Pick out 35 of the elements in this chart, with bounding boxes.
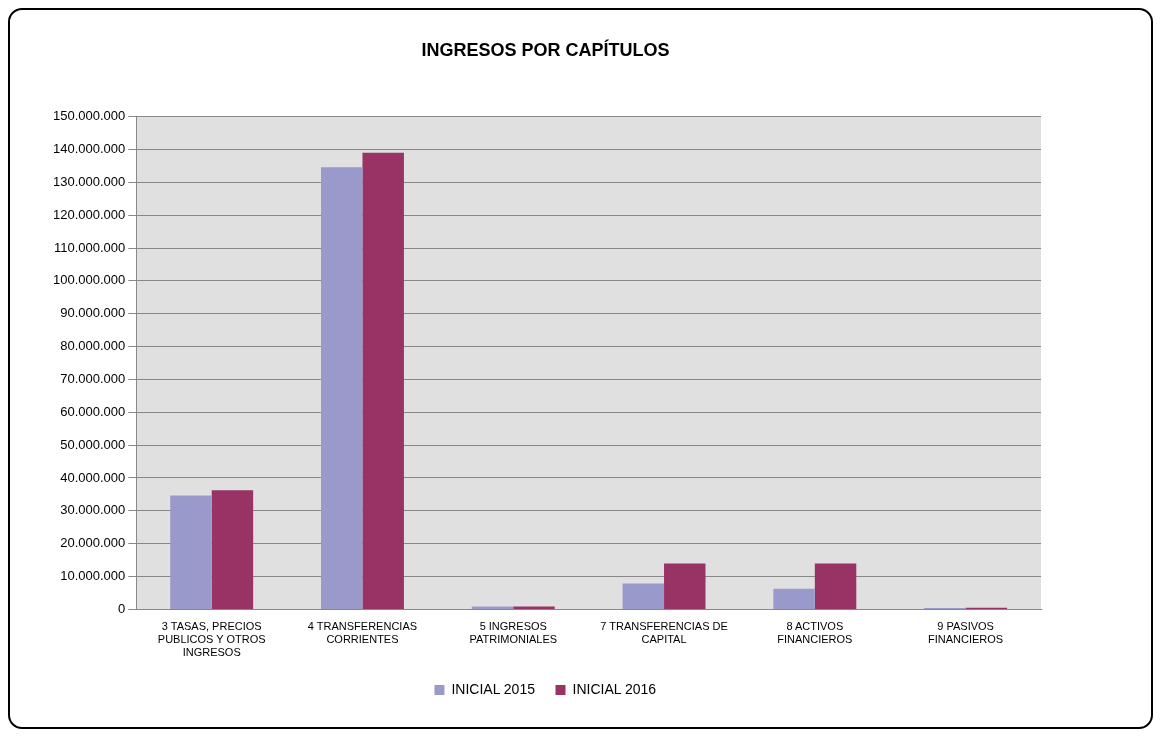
bar xyxy=(773,588,815,609)
x-tick-label: 9 PASIVOS FINANCIEROS xyxy=(928,620,1004,646)
y-tick-label: 50.000.000 xyxy=(60,436,126,452)
bar xyxy=(814,563,857,609)
y-tick-label: 120.000.000 xyxy=(53,206,126,222)
y-tick-label: 70.000.000 xyxy=(60,371,126,386)
y-tick-label: 60.000.000 xyxy=(60,403,126,419)
x-tick-label: 5 INGRESOS PATRIMONIALES xyxy=(469,620,558,646)
bar xyxy=(664,563,706,609)
y-tick-label: 30.000.000 xyxy=(60,502,126,518)
bar xyxy=(211,490,254,609)
y-tick-label: 90.000.000 xyxy=(60,305,126,321)
x-tick-label: 4 TRANSFERENCIAS CORRIENTES xyxy=(307,620,418,646)
bar xyxy=(321,167,363,609)
y-tick-label: 130.000.000 xyxy=(53,173,126,189)
y-tick-label: 100.000.000 xyxy=(53,272,126,288)
y-tick-label: 140.000.000 xyxy=(53,141,126,157)
bar xyxy=(362,152,404,609)
legend-label: INICIAL 2016 xyxy=(572,680,657,697)
x-tick-label: 7 TRANSFERENCIAS DE CAPITAL xyxy=(600,620,728,646)
chart-title: INGRESOS POR CAPÍTULOS xyxy=(421,38,670,60)
bar xyxy=(170,495,212,609)
y-tick-label: 20.000.000 xyxy=(60,535,126,551)
y-tick-label: 80.000.000 xyxy=(60,338,126,354)
x-tick-label: 8 ACTIVOS FINANCIEROS xyxy=(777,620,853,646)
bar xyxy=(622,583,665,609)
y-tick-label: 150.000.000 xyxy=(53,108,126,124)
legend-label: INICIAL 2015 xyxy=(451,680,536,697)
bar xyxy=(471,606,514,609)
x-tick-label: 3 TASAS, PRECIOS PUBLICOS Y OTROS INGRESOS xyxy=(157,620,266,659)
y-tick-label: 0 xyxy=(118,600,126,616)
bar xyxy=(513,606,555,609)
y-tick-label: 40.000.000 xyxy=(60,469,126,485)
y-tick-label: 110.000.000 xyxy=(53,239,126,255)
y-tick-label: 10.000.000 xyxy=(60,568,126,584)
